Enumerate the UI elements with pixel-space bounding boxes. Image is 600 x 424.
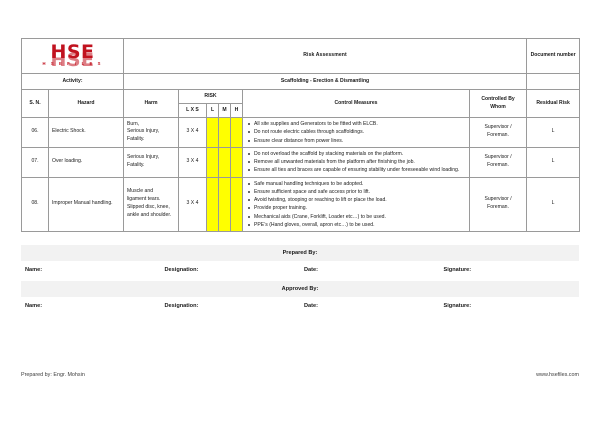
row-control-measures: Do not overload the scaffold by stacking… [242,146,470,178]
page-title: Risk Assessment [122,38,528,74]
approved-name-label[interactable]: Name: [21,297,161,315]
prepared-signature-label[interactable]: Signature: [439,261,579,279]
header-hazard: Hazard [48,89,124,118]
control-measures-list: Safe manual handling techniques to be ad… [246,180,466,230]
row-controlled-by-whom: Supervisor / Foreman. [468,146,528,178]
header-lxs: L X S [178,103,207,118]
row-lxs-score: 3 X 4 [178,117,207,148]
logo-wrap: HSE HSE H S E F I L E S [25,41,120,71]
table-row: 06. Electric Shock. Burn, Serious Injury, Fa… [21,117,581,148]
row-hazard: Over loading. [48,146,124,178]
row-controlled-by-whom: Supervisor / Foreman. [468,117,528,148]
row-risk-cell-low [206,176,219,232]
control-measure-item: Avoid twisting, stooping or reaching to … [246,196,466,204]
document-header-row: HSE HSE H S E F I L E S Risk Assessment … [21,38,581,74]
document-number-label: Document number [526,38,581,74]
header-risk: RISK [178,89,243,104]
row-control-measures: All site supplies and Generators to be f… [242,117,470,148]
control-measures-list: All site supplies and Generators to be f… [246,120,466,145]
risk-assessment-table: HSE HSE H S E F I L E S Risk Assessment … [21,38,581,232]
prepared-by-banner-row: Prepared By: [21,245,579,261]
table-row: 07. Over loading. Serious Injury, Fatality.… [21,146,581,178]
row-residual-risk: L [526,176,581,232]
control-measure-item: Do not overload the scaffold by stacking… [246,150,466,158]
row-risk-cell-medium [218,146,231,178]
row-risk-cell-medium [218,117,231,148]
header-harm: Harm [123,89,179,118]
risk-chip-high: H [230,103,243,118]
risk-chip-low: L [206,103,219,118]
row-risk-cell-medium [218,176,231,232]
logo-subtitle-text: H S E F I L E S [42,61,103,67]
prepared-by-block: Prepared By: Name: Designation: Date: Si… [21,245,579,279]
control-measure-item: Ensure clear distance from power lines. [246,137,466,145]
control-measure-item: Ensure all ties and braces are capable o… [246,166,466,174]
activity-value: Scaffolding - Erection & Dismantling [122,73,528,90]
footer-website[interactable]: www.hsefiles.com [536,372,579,378]
row-controlled-by-whom: Supervisor / Foreman. [468,176,528,232]
row-hazard: Improper Manual handling. [48,176,124,232]
row-risk-cell-low [206,146,219,178]
header-controlled-by-whom: Controlled By Whom [468,89,528,118]
control-measure-item: Mechanical aids (Crane, Forklift, Loader… [246,213,466,221]
logo-primary-text: HSE [50,41,95,64]
header-control-measures: Control Measures [242,89,470,118]
row-risk-cell-high [230,117,243,148]
table-row: 08. Improper Manual handling. Muscle and li… [21,176,581,232]
row-control-measures: Safe manual handling techniques to be ad… [242,176,470,232]
approved-by-banner-row: Approved By: [21,281,579,297]
approved-signature-label[interactable]: Signature: [439,297,579,315]
column-header-row-1: S. N. Hazard Harm RISK Control Measures … [21,89,581,118]
row-serial-number: 07. [21,146,49,178]
row-risk-cell-high [230,146,243,178]
row-risk-cell-high [230,176,243,232]
footer-prepared-by: Prepared by: Engr. Mohsin [21,372,85,378]
column-header-row-2: L X S L M H [22,103,580,118]
approved-designation-label[interactable]: Designation: [160,297,300,315]
activity-label: Activity: [21,73,124,90]
control-measure-item: Remove all unwanted materials from the p… [246,158,466,166]
control-measure-item: PPE’s (Hand gloves, overall, apron etc…)… [246,221,466,229]
row-harm: Serious Injury, Fatality. [123,146,179,178]
row-harm: Muscle and ligament tears. Slipped disc, k… [123,176,179,232]
approved-by-block: Approved By: Name: Designation: Date: Si… [21,281,579,315]
risk-assessment-body: 06. Electric Shock. Burn, Serious Injury, Fa… [21,117,581,232]
approved-by-banner: Approved By: [21,281,579,297]
header-residual-risk: Residual Risk [526,89,581,118]
prepared-designation-label[interactable]: Designation: [160,261,300,279]
page-footer: Prepared by: Engr. Mohsin www.hsefiles.c… [21,372,579,378]
row-residual-risk: L [526,146,581,178]
activity-row: Activity: Scaffolding - Erection & Disma… [21,73,581,90]
approved-by-fields-row: Name: Designation: Date: Signature: [21,297,579,315]
row-risk-cell-low [206,117,219,148]
control-measure-item: Provide proper training. [246,204,466,212]
risk-chip-medium: M [218,103,231,118]
row-lxs-score: 3 X 4 [178,176,207,232]
approved-date-label[interactable]: Date: [300,297,440,315]
header-sn: S. N. [21,89,49,118]
row-serial-number: 06. [21,117,49,148]
control-measure-item: Do not route electric cables through sca… [246,128,466,136]
prepared-by-banner: Prepared By: [21,245,579,261]
company-logo: HSE HSE H S E F I L E S [21,38,124,74]
control-measure-item: Safe manual handling techniques to be ad… [246,180,466,188]
row-lxs-score: 3 X 4 [178,146,207,178]
row-serial-number: 08. [21,176,49,232]
prepared-by-fields-row: Name: Designation: Date: Signature: [21,261,579,279]
control-measures-list: Do not overload the scaffold by stacking… [246,150,466,175]
control-measure-item: Ensure sufficient space and safe access … [246,188,466,196]
document-number-value [526,73,581,90]
prepared-date-label[interactable]: Date: [300,261,440,279]
prepared-name-label[interactable]: Name: [21,261,161,279]
control-measure-item: All site supplies and Generators to be f… [246,120,466,128]
row-hazard: Electric Shock. [48,117,124,148]
row-harm: Burn, Serious Injury, Fatality. [123,117,179,148]
row-residual-risk: L [526,117,581,148]
